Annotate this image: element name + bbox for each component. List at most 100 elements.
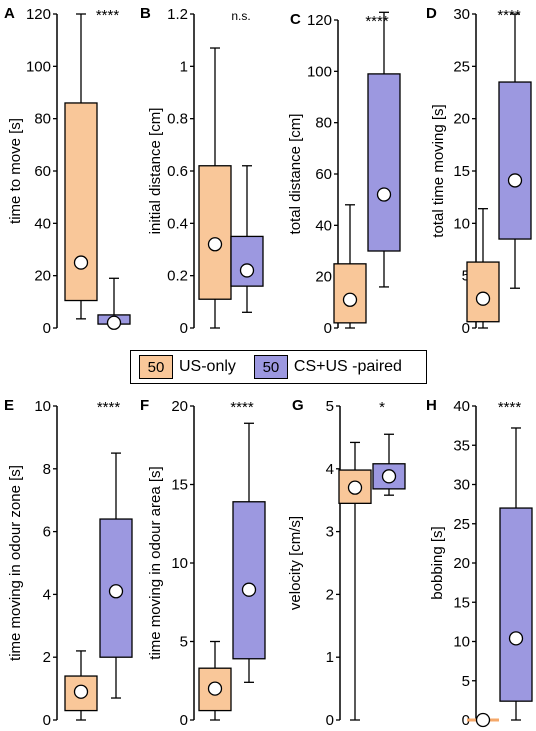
box-a-us-only [64, 102, 98, 302]
significance-label-d: **** [497, 7, 521, 24]
y-tick-label-f: 5 [180, 634, 188, 651]
y-tick-label-b: 0 [180, 320, 188, 337]
y-tick-label-d: 10 [453, 215, 470, 232]
y-axis-label-a: time to move [s] [7, 118, 24, 224]
y-tick-label-h: 0 [462, 712, 470, 729]
panel-letter-c: C [290, 11, 301, 28]
y-tick-label-d: 25 [453, 58, 470, 75]
y-tick-label-a: 20 [34, 268, 51, 285]
significance-label-e: **** [97, 399, 121, 416]
significance-label-f: **** [230, 399, 254, 416]
y-tick-label-a: 120 [26, 6, 51, 23]
y-tick-label-e: 8 [43, 461, 51, 478]
y-tick-label-e: 2 [43, 649, 51, 666]
y-tick-label-b: 0.6 [167, 163, 188, 180]
y-tick-label-a: 60 [34, 163, 51, 180]
y-tick-label-d: 5 [462, 268, 470, 285]
y-tick-label-a: 80 [34, 111, 51, 128]
panel-letter-f: F [140, 397, 149, 414]
box-b-us-only [198, 165, 232, 300]
box-b-cs-us-paired [230, 235, 264, 287]
mean-marker-f-us-only [207, 681, 223, 696]
mean-marker-h-us-only [475, 712, 491, 728]
box-f-cs-us-paired [232, 501, 266, 660]
y-tick-label-e: 10 [34, 398, 51, 415]
legend-label-cs-us-paired: CS+US -paired [293, 358, 402, 375]
mean-marker-d-cs-us-paired [507, 173, 523, 188]
y-tick-label-h: 30 [453, 477, 470, 494]
y-tick-label-c: 40 [315, 217, 332, 234]
y-tick-label-h: 5 [462, 673, 470, 690]
y-tick-label-g: 5 [326, 398, 334, 415]
y-tick-label-b: 0.8 [167, 111, 188, 128]
significance-label-c: **** [365, 13, 389, 30]
y-tick-label-g: 3 [326, 524, 334, 541]
mean-marker-h-cs-us-paired [508, 631, 524, 646]
mean-marker-a-us-only [73, 255, 89, 270]
box-c-us-only [333, 263, 367, 324]
y-tick-label-c: 100 [307, 63, 332, 80]
significance-label-h: **** [498, 399, 522, 416]
mean-marker-g-cs-us-paired [381, 469, 397, 484]
y-tick-label-a: 100 [26, 58, 51, 75]
mean-marker-f-cs-us-paired [241, 582, 257, 597]
legend-swatch-cs-us-paired: 50 [253, 355, 288, 379]
mean-marker-e-cs-us-paired [108, 584, 124, 599]
y-tick-label-e: 4 [43, 586, 51, 603]
significance-label-b: n.s. [231, 9, 250, 23]
y-tick-label-g: 1 [326, 649, 334, 666]
y-axis-label-e: time moving in odour zone [s] [7, 465, 24, 661]
y-tick-label-h: 40 [453, 398, 470, 415]
y-tick-label-d: 0 [462, 320, 470, 337]
panel-letter-b: B [140, 5, 151, 22]
significance-label-a: **** [96, 7, 120, 24]
y-axis-label-f: time moving in odour area [s] [147, 466, 164, 659]
mean-marker-b-us-only [207, 237, 223, 252]
y-tick-label-e: 6 [43, 524, 51, 541]
y-tick-label-c: 120 [307, 12, 332, 29]
y-axis-label-d: total time moving [s] [430, 104, 447, 237]
y-axis-label-h: bobbing [s] [429, 526, 446, 599]
y-tick-label-c: 20 [315, 269, 332, 286]
y-tick-label-h: 25 [453, 516, 470, 533]
y-axis-label-b: initial distance [cm] [147, 108, 164, 235]
box-d-cs-us-paired [498, 81, 532, 240]
mean-marker-a-cs-us-paired [106, 315, 122, 330]
y-tick-label-g: 0 [326, 712, 334, 729]
y-tick-label-b: 0.4 [167, 215, 188, 232]
y-tick-label-h: 20 [453, 555, 470, 572]
y-tick-label-a: 40 [34, 215, 51, 232]
y-tick-label-d: 15 [453, 163, 470, 180]
panel-letter-g: G [292, 397, 304, 414]
legend-swatch-us-only: 50 [139, 355, 173, 379]
box-h-cs-us-paired [499, 507, 533, 702]
y-tick-label-b: 1 [180, 58, 188, 75]
mean-marker-c-us-only [342, 292, 358, 307]
y-tick-label-f: 10 [171, 555, 188, 572]
mean-marker-d-us-only [475, 291, 491, 306]
y-tick-label-b: 0.2 [167, 268, 188, 285]
box-c-cs-us-paired [367, 73, 401, 252]
significance-label-g: * [379, 399, 385, 416]
y-tick-label-d: 20 [453, 111, 470, 128]
y-tick-label-g: 4 [326, 461, 334, 478]
y-tick-label-c: 0 [324, 320, 332, 337]
y-tick-label-h: 15 [453, 594, 470, 611]
y-tick-label-f: 20 [171, 398, 188, 415]
mean-marker-g-us-only [347, 480, 363, 495]
y-axis-label-c: total distance [cm] [287, 114, 304, 235]
y-tick-label-f: 0 [180, 712, 188, 729]
panel-letter-d: D [426, 5, 437, 22]
y-tick-label-a: 0 [43, 320, 51, 337]
mean-marker-c-cs-us-paired [376, 187, 392, 202]
y-tick-label-g: 2 [326, 586, 334, 603]
y-tick-label-f: 15 [171, 477, 188, 494]
mean-marker-b-cs-us-paired [239, 263, 255, 278]
mean-marker-e-us-only [73, 684, 89, 699]
y-axis-label-g: velocity [cm/s] [287, 516, 304, 610]
panel-letter-h: H [426, 397, 437, 414]
y-tick-label-h: 10 [453, 634, 470, 651]
y-tick-label-e: 0 [43, 712, 51, 729]
panel-letter-e: E [4, 397, 14, 414]
